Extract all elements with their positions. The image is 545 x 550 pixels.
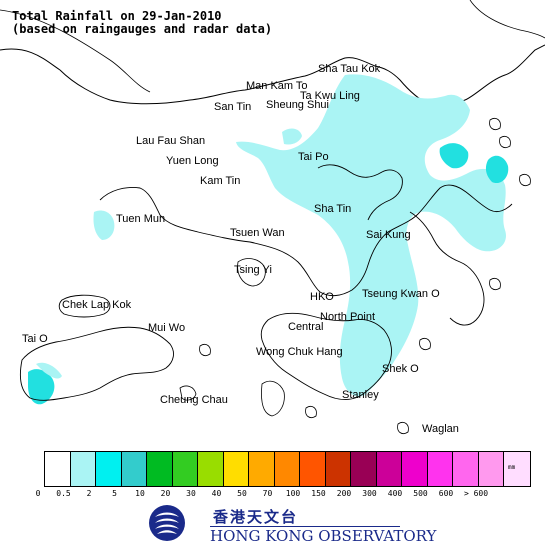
legend-swatch: [249, 452, 275, 486]
map-title-line2: (based on raingauges and radar data): [12, 22, 272, 36]
rainfall-map: Total Rainfall on 29-Jan-2010 (based on …: [0, 0, 545, 435]
legend-swatch: [427, 452, 453, 486]
place-label: Stanley: [342, 389, 379, 401]
legend-tick-label: > 600: [463, 489, 489, 498]
map-title-line1: Total Rainfall on 29-Jan-2010: [12, 9, 222, 23]
legend-tick-label: 40: [211, 489, 222, 498]
legend-tick-label: 200: [336, 489, 352, 498]
place-label: Tseung Kwan O: [362, 288, 440, 300]
eastern-islands: [397, 118, 531, 434]
place-label: Wong Chuk Hang: [256, 346, 343, 358]
legend-swatch: [147, 452, 173, 486]
place-label: HKO: [310, 291, 334, 303]
legend-tick-labels: 0 0.5 2 5 10 20 30 40 50 70 100 150 200 300 400 500 600 >…: [0, 489, 545, 501]
place-label: Kam Tin: [200, 175, 240, 187]
rain-area-medium: [28, 143, 509, 405]
place-label: Sha Tin: [314, 203, 351, 215]
chek-lap-kok-coastline: [58, 294, 111, 318]
legend-swatch: [478, 452, 504, 486]
hko-logo-icon: [149, 505, 185, 541]
legend-unit: mm: [508, 464, 516, 471]
shenzhen-border: [0, 0, 545, 93]
legend-tick-label: 0.5: [56, 489, 71, 498]
legend-tick-label: 400: [387, 489, 403, 498]
place-label: Sai Kung: [366, 229, 411, 241]
place-label: Central: [288, 321, 323, 333]
place-label: Tai O: [22, 333, 48, 345]
place-label: Mui Wo: [148, 322, 185, 334]
legend-tick-label: 10: [135, 489, 145, 498]
legend-tick-label: 50: [237, 489, 247, 498]
place-label: Man Kam To: [246, 80, 308, 92]
place-label: Cheung Chau: [160, 394, 228, 406]
legend-tick-label: 30: [186, 489, 196, 498]
rain-area-light: [93, 74, 506, 397]
legend-tick-label: 600: [438, 489, 454, 498]
place-label: Tai Po: [298, 151, 329, 163]
place-label: Sha Tau Kok: [318, 63, 381, 75]
rain-area-light-tai-o: [36, 362, 62, 379]
legend-swatch: [45, 452, 71, 486]
hko-chinese-name: 香港天文台: [213, 508, 299, 526]
legend-tick-label: 150: [311, 489, 326, 498]
place-label: North Point: [320, 311, 375, 323]
rainfall-legend: [44, 451, 531, 487]
legend-tick-label: 100: [285, 489, 301, 498]
legend-tick-label: 5: [112, 489, 117, 498]
place-label: Sheung Shui: [266, 99, 329, 111]
legend-swatch: [376, 452, 402, 486]
legend-swatch: [274, 452, 300, 486]
legend-swatch: [504, 452, 530, 486]
place-label: Tsing Yi: [234, 264, 272, 276]
place-label: Tsuen Wan: [230, 227, 285, 239]
legend-swatch: [300, 452, 326, 486]
legend-swatch: [70, 452, 96, 486]
legend-swatch: [172, 452, 198, 486]
legend-swatch: [223, 452, 249, 486]
legend-tick-label: 70: [262, 489, 273, 498]
legend-swatch: [402, 452, 428, 486]
mainland-coastline: [0, 44, 545, 107]
tsing-yi-coastline: [237, 258, 266, 287]
hong-kong-island-coastline: [260, 312, 392, 401]
legend-swatch: [96, 452, 122, 486]
legend-swatch: [325, 452, 351, 486]
place-label: Chek Lap Kok: [62, 299, 132, 311]
cheung-chau-coastline: [179, 385, 197, 401]
lantau-island-coastline: [19, 326, 174, 401]
legend-tick-label: 300: [362, 489, 377, 498]
place-label: Tuen Mun: [116, 213, 165, 225]
legend-swatch: [453, 452, 479, 486]
tolo-harbour-coastline: [317, 164, 403, 221]
legend-tick-label: 500: [413, 489, 428, 498]
hko-english-name: HONG KONG OBSERVATORY: [210, 527, 437, 545]
place-label: Shek O: [382, 363, 419, 375]
new-territories-coastline: [99, 184, 513, 297]
place-label: Ta Kwu Ling: [300, 90, 360, 102]
legend-tick-label: 20: [160, 489, 171, 498]
place-label: Yuen Long: [166, 155, 219, 167]
sai-kung-coastline: [409, 211, 485, 326]
south-islands: [199, 338, 431, 418]
legend-tick-label: 2: [86, 489, 92, 498]
place-label: San Tin: [214, 101, 251, 113]
place-label: Waglan: [422, 423, 459, 435]
legend-swatch: [198, 452, 224, 486]
lamma-island-coastline: [261, 380, 285, 417]
place-label: Lau Fau Shan: [136, 135, 205, 147]
logo-divider: [210, 526, 400, 527]
legend-swatch: [121, 452, 147, 486]
legend-swatch: [351, 452, 377, 486]
legend-tick-label: 0: [35, 489, 41, 498]
